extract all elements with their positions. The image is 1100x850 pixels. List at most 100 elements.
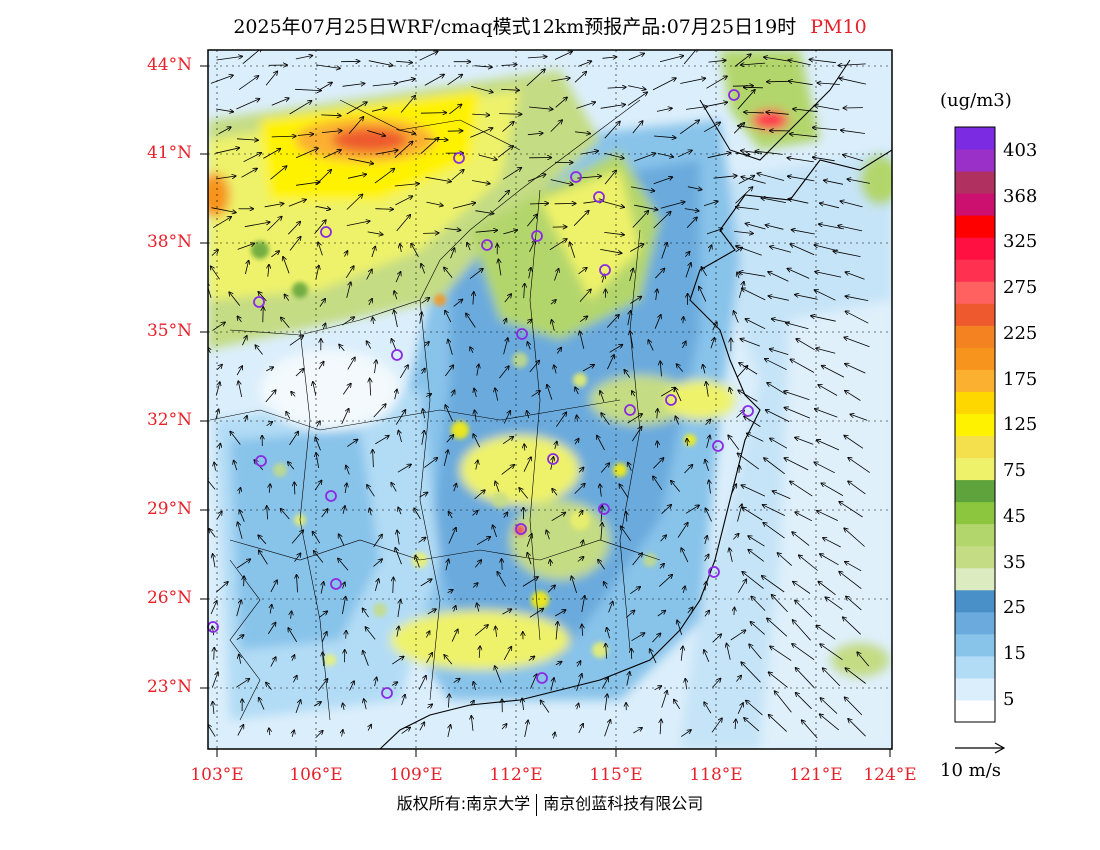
wind-arrow bbox=[398, 431, 402, 443]
wind-arrow bbox=[414, 508, 421, 520]
wind-arrow bbox=[427, 609, 436, 615]
wind-arrow bbox=[705, 460, 709, 472]
wind-arrow bbox=[784, 408, 811, 419]
wind-arrow bbox=[502, 122, 514, 132]
wind-arrow bbox=[524, 444, 525, 451]
legend-color-bin bbox=[955, 259, 995, 282]
wind-arrow bbox=[681, 730, 691, 737]
wind-arrow bbox=[473, 292, 474, 305]
wind-arrow bbox=[342, 317, 354, 326]
wind-arrow bbox=[679, 120, 699, 135]
wind-arrow bbox=[652, 78, 676, 91]
wind-arrow bbox=[363, 651, 369, 666]
wind-arrow bbox=[845, 668, 866, 684]
wind-arrow bbox=[472, 114, 489, 115]
wind-arrow bbox=[212, 626, 213, 636]
wind-arrow bbox=[471, 180, 490, 184]
wind-arrow bbox=[738, 126, 766, 131]
wind-arrow bbox=[375, 677, 377, 687]
wind-arrow bbox=[444, 228, 461, 230]
wind-arrow bbox=[238, 381, 243, 398]
wind-arrow bbox=[265, 71, 277, 86]
wind-arrow bbox=[315, 731, 323, 739]
wind-arrow bbox=[677, 364, 684, 372]
wind-arrow bbox=[744, 87, 764, 88]
wind-arrow bbox=[741, 63, 766, 65]
wind-arrow bbox=[527, 133, 543, 135]
wind-arrow bbox=[208, 477, 216, 490]
wind-arrow bbox=[397, 600, 401, 618]
wind-arrow bbox=[845, 391, 861, 401]
wind-arrow bbox=[769, 715, 787, 732]
wind-arrow bbox=[790, 481, 813, 497]
wind-arrow bbox=[845, 364, 866, 374]
lon-label-115: 115°E bbox=[589, 765, 643, 785]
wind-arrow bbox=[270, 657, 276, 667]
wind-arrow bbox=[792, 532, 810, 546]
wind-arrow bbox=[737, 703, 743, 714]
wind-arrow bbox=[473, 434, 481, 448]
wind-arrow bbox=[411, 244, 419, 257]
wind-arrow bbox=[773, 491, 791, 499]
wind-arrow bbox=[787, 158, 814, 163]
wind-arrow bbox=[575, 387, 578, 395]
wind-arrow bbox=[848, 719, 866, 737]
wind-arrow bbox=[395, 410, 405, 425]
wind-arrow bbox=[629, 269, 634, 282]
wind-arrow bbox=[703, 365, 705, 374]
wind-arrow bbox=[796, 668, 815, 688]
lon-label-121: 121°E bbox=[789, 765, 843, 785]
wind-arrow bbox=[741, 662, 761, 683]
wind-arrow bbox=[601, 523, 602, 541]
station-marker bbox=[598, 503, 610, 515]
wind-arrow bbox=[578, 511, 583, 517]
wind-arrow bbox=[364, 699, 367, 710]
wind-arrow bbox=[815, 290, 836, 301]
wind-arrow bbox=[270, 166, 287, 180]
wind-arrow bbox=[495, 627, 496, 637]
wind-arrow bbox=[630, 297, 641, 304]
wind-arrow bbox=[660, 361, 661, 377]
wind-arrow bbox=[268, 265, 269, 277]
copyright-left: 版权所有:南京大学 bbox=[396, 794, 531, 813]
wind-arrow bbox=[374, 579, 378, 592]
wind-arrow bbox=[735, 719, 736, 730]
wind-arrow bbox=[479, 646, 480, 658]
wind-arrow bbox=[342, 730, 343, 737]
wind-arrow bbox=[341, 409, 349, 425]
legend-color-bin bbox=[955, 127, 995, 150]
station-marker bbox=[330, 578, 342, 590]
wind-arrow bbox=[321, 632, 327, 643]
wind-arrow bbox=[526, 69, 545, 87]
wind-arrow bbox=[423, 409, 425, 419]
wind-arrow bbox=[473, 682, 475, 691]
wind-arrow bbox=[271, 98, 289, 106]
legend-tick: 45 bbox=[1003, 506, 1026, 527]
wind-arrow bbox=[339, 345, 345, 351]
wind-arrow bbox=[704, 611, 709, 617]
wind-arrow bbox=[370, 379, 371, 396]
wind-arrow bbox=[816, 625, 836, 640]
wind-arrow bbox=[397, 464, 411, 473]
legend-color-bin bbox=[955, 457, 995, 481]
legend-color-bin bbox=[955, 171, 995, 194]
wind-arrow bbox=[653, 212, 671, 229]
wind-arrow bbox=[630, 186, 654, 191]
wind-arrow bbox=[424, 75, 444, 86]
wind-arrow bbox=[292, 730, 294, 737]
legend-color-bin bbox=[955, 193, 995, 216]
wind-arrow bbox=[839, 78, 866, 85]
wind-arrow bbox=[211, 266, 220, 280]
wind-arrow bbox=[397, 626, 399, 637]
wind-arrow bbox=[476, 460, 478, 470]
wind-arrow bbox=[772, 595, 788, 613]
wind-arrow bbox=[606, 315, 619, 328]
wind-arrow bbox=[701, 267, 707, 277]
wind-arrow bbox=[601, 678, 608, 689]
wind-arrow bbox=[796, 339, 815, 351]
legend-tick: 225 bbox=[1003, 323, 1038, 344]
wind-arrow bbox=[528, 656, 535, 661]
wind-arrow bbox=[604, 582, 608, 589]
wind-arrow bbox=[451, 629, 458, 642]
wind-arrow bbox=[214, 462, 215, 471]
